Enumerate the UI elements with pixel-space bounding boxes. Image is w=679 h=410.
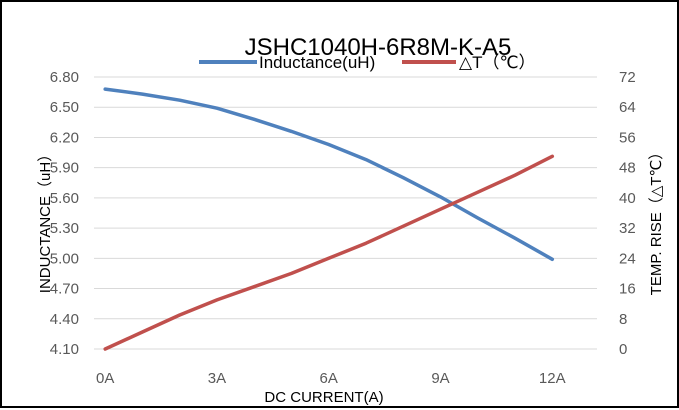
y-axis-right-label: TEMP. RISE（△T℃） <box>648 145 665 296</box>
y-left-tick-label: 4.10 <box>50 341 79 358</box>
y-right-tick-label: 40 <box>619 190 636 207</box>
chart-title: JSHC1040H-6R8M-K-A5 <box>245 34 512 61</box>
legend-label-inductance: Inductance(uH) <box>259 53 375 72</box>
x-tick-label: 0A <box>96 370 114 387</box>
y-left-tick-label: 6.20 <box>50 129 79 146</box>
x-axis-label: DC CURRENT(A) <box>264 389 383 406</box>
y-left-tick-label: 6.80 <box>50 69 79 86</box>
y-left-tick-label: 5.00 <box>50 250 79 267</box>
series-line-inductance <box>103 87 555 262</box>
y-right-tick-label: 72 <box>619 69 636 86</box>
y-left-tick-label: 5.60 <box>50 190 79 207</box>
y-left-tick-label: 4.70 <box>50 281 79 298</box>
y-right-tick-label: 8 <box>619 311 627 328</box>
y-left-tick-label: 5.90 <box>50 160 79 177</box>
y-left-tick-label: 4.40 <box>50 311 79 328</box>
x-tick-label: 9A <box>431 370 449 387</box>
y-right-tick-label: 64 <box>619 99 636 116</box>
y-right-tick-label: 0 <box>619 341 627 358</box>
y-right-tick-label: 32 <box>619 220 636 237</box>
y-left-tick-label: 5.30 <box>50 220 79 237</box>
x-tick-label: 3A <box>208 370 226 387</box>
y-right-tick-label: 48 <box>619 160 636 177</box>
y-right-tick-label: 56 <box>619 129 636 146</box>
x-tick-label: 12A <box>539 370 566 387</box>
y-right-tick-label: 24 <box>619 250 636 267</box>
y-axis-left-label: INDUCTANCE（uH） <box>37 147 54 293</box>
legend-label-temperature-rise: △T（℃） <box>459 53 536 72</box>
y-right-tick-label: 16 <box>619 281 636 298</box>
x-tick-label: 6A <box>320 370 338 387</box>
series-line-temperature-rise <box>103 154 555 351</box>
gridlines <box>94 76 597 350</box>
series-lines <box>103 87 555 351</box>
y-left-tick-label: 6.50 <box>50 99 79 116</box>
legend: Inductance(uH) △T（℃） <box>199 53 536 72</box>
tick-labels: 6.80 6.50 6.20 5.90 5.60 5.30 5.00 4.70 4.40 4.10… <box>50 69 636 387</box>
